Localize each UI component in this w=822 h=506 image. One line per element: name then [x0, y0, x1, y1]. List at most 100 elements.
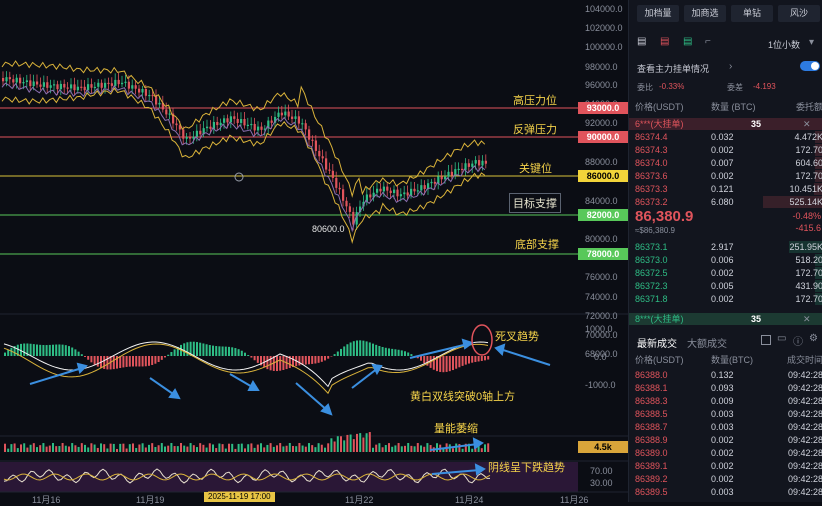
volume-bar: [420, 445, 422, 452]
notes-icon[interactable]: ▭: [777, 333, 786, 344]
row-price: 86388.3: [635, 395, 668, 407]
volume-bar: [231, 444, 233, 452]
macd-bar: [132, 356, 134, 366]
macd-bar: [266, 356, 268, 369]
big-order-strip-bid[interactable]: 8***(大挂单) 35 ✕: [629, 313, 822, 325]
tab-large-trades[interactable]: 大额成交: [687, 335, 727, 350]
row-price: 86374.0: [635, 157, 668, 169]
depth-icon[interactable]: ⌐: [705, 36, 711, 47]
macd-bar: [58, 344, 60, 356]
row-price: 86372.3: [635, 280, 668, 292]
book-bids-icon[interactable]: ▤: [683, 36, 692, 47]
volume-bar: [426, 443, 428, 452]
row-total: 172.70: [761, 144, 822, 156]
candle-body: [148, 95, 150, 96]
candle-body: [22, 82, 24, 83]
add-volume-button[interactable]: 加档量: [637, 5, 679, 22]
diff-label: 委差: [727, 82, 743, 93]
tab-latest-trades[interactable]: 最新成交: [637, 335, 677, 350]
volume-bar: [385, 445, 387, 452]
sandstorm-button[interactable]: 风沙: [778, 5, 820, 22]
volume-bar: [158, 445, 160, 452]
chevron-down-icon[interactable]: ▾: [809, 37, 814, 48]
y-axis-label: 92000.0: [585, 118, 618, 128]
volume-bar: [401, 446, 403, 452]
volume-bar: [14, 443, 16, 452]
close-icon[interactable]: ✕: [803, 118, 811, 130]
candle-body: [97, 83, 99, 87]
candle-body: [145, 89, 147, 96]
macd-bar: [321, 356, 323, 362]
macd-bar: [30, 344, 32, 356]
main-orders-toggle[interactable]: [800, 61, 820, 71]
macd-bar: [382, 347, 384, 356]
book-asks-icon[interactable]: ▤: [660, 36, 669, 47]
macd-bar: [36, 345, 38, 356]
volume-bar: [362, 438, 364, 452]
volume-bar: [305, 447, 307, 452]
macd-bar: [135, 356, 137, 366]
big-order-strip-ask[interactable]: 6***(大挂单) 35 ✕: [629, 118, 822, 130]
last-price: 86,380.9: [635, 208, 693, 225]
macd-bar: [238, 349, 240, 356]
candle-body: [434, 182, 436, 184]
candle-body: [349, 206, 351, 212]
header-qty[interactable]: 数量 (BTC): [711, 101, 756, 113]
row-price: 86373.0: [635, 254, 668, 266]
settings-icon[interactable]: ⚙: [809, 333, 818, 344]
main-orders-link[interactable]: 查看主力挂单情况: [637, 62, 709, 75]
macd-bar: [138, 356, 140, 366]
single-drill-button[interactable]: 单钻: [731, 5, 773, 22]
volume-bar: [282, 446, 284, 452]
candle-body: [390, 191, 392, 193]
info-icon[interactable]: ⓘ: [793, 333, 803, 348]
candle-body: [396, 190, 398, 197]
candle-body: [400, 194, 402, 196]
volume-bar: [452, 448, 454, 452]
filter-checkbox[interactable]: [761, 335, 771, 345]
macd-bar: [215, 346, 217, 356]
precision-select[interactable]: 1位小数: [768, 38, 800, 51]
volume-bar: [74, 445, 76, 452]
volume-bar: [254, 448, 256, 452]
volume-bar: [71, 443, 73, 452]
candle-body: [220, 123, 222, 125]
volume-bar: [97, 448, 99, 452]
close-icon[interactable]: ✕: [803, 313, 811, 325]
macd-bar: [71, 348, 73, 356]
volume-bar: [39, 445, 41, 452]
macd-bar: [74, 349, 76, 356]
book-both-icon[interactable]: ▤: [637, 36, 646, 47]
kline-chart-area[interactable]: 104000.0102000.0100000.098000.096000.094…: [0, 0, 628, 502]
header-total[interactable]: 委托额: [761, 101, 822, 113]
row-qty: 0.002: [711, 144, 734, 156]
add-select-button[interactable]: 加商选: [684, 5, 726, 22]
candle-body: [5, 77, 7, 81]
row-price: 86373.6: [635, 170, 668, 182]
volume-bar: [23, 443, 25, 452]
volume-bar: [167, 446, 169, 452]
row-total: 09:42:28: [761, 486, 822, 498]
candle-body: [233, 116, 235, 119]
